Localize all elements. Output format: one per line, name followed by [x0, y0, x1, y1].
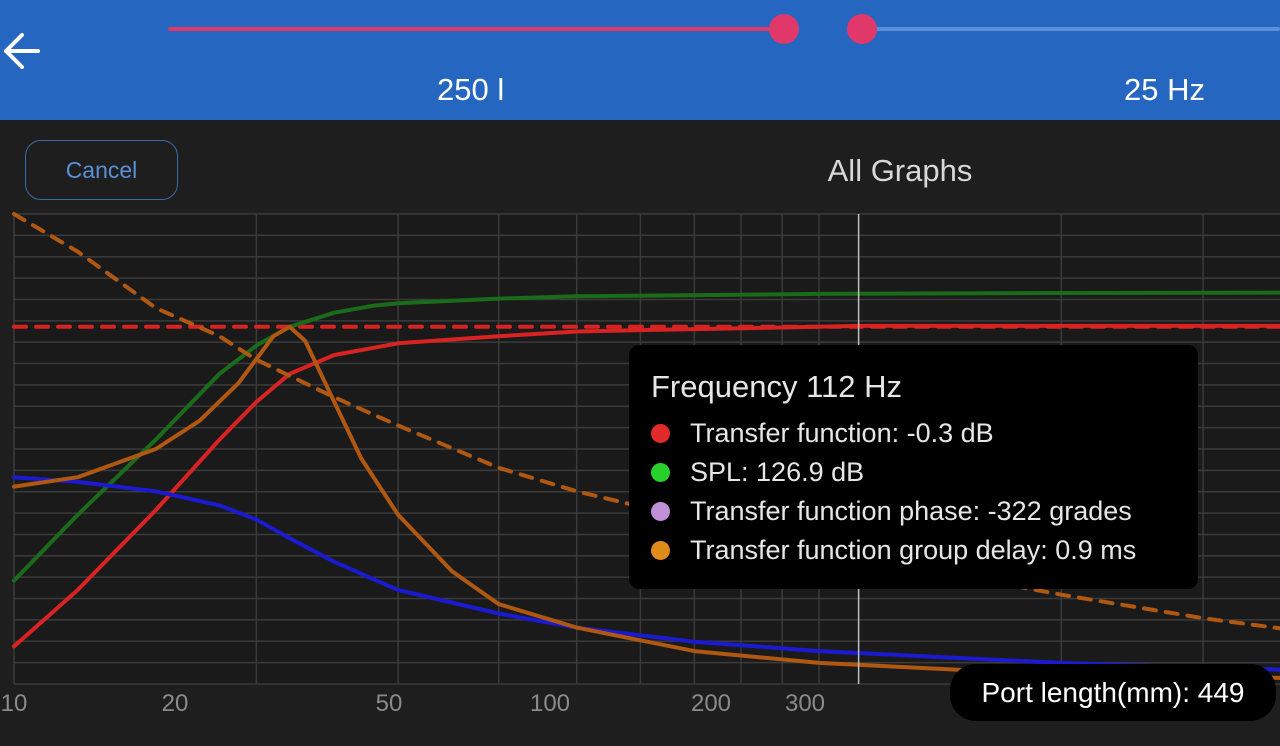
x-tick-label: 10 [0, 690, 28, 717]
frequency-value: 25 Hz [1124, 72, 1205, 107]
x-tick-label: 300 [784, 690, 826, 717]
tooltip-title: Frequency 112 Hz [651, 369, 902, 404]
tooltip-row: SPL: 126.9 dB [651, 453, 1198, 492]
page-title: All Graphs [827, 153, 973, 188]
series-line [12, 212, 1280, 631]
top-bar: 250 l 25 Hz [0, 0, 1280, 120]
tooltip-row: Transfer function phase: -322 grades [651, 492, 1198, 531]
data-tooltip: Frequency 112 Hz Transfer function: -0.3… [629, 345, 1198, 589]
x-tick-label: 20 [161, 690, 189, 717]
x-tick-label: 50 [375, 690, 403, 717]
frequency-slider-track[interactable] [862, 27, 1280, 31]
tooltip-row-label: SPL: 126.9 dB [690, 457, 865, 487]
legend-dot [651, 541, 670, 560]
tooltip-row-label: Transfer function group delay: 0.9 ms [690, 535, 1137, 565]
back-arrow-icon[interactable] [0, 28, 46, 74]
tooltip-row: Transfer function: -0.3 dB [651, 414, 1198, 453]
frequency-slider-thumb[interactable] [847, 14, 877, 44]
tooltip-row-label: Transfer function: -0.3 dB [690, 418, 994, 448]
series-line [12, 323, 1280, 649]
tooltip-row: Transfer function group delay: 0.9 ms [651, 531, 1198, 570]
x-tick-label: 100 [529, 690, 571, 717]
legend-dot [651, 502, 670, 521]
x-tick-label: 200 [690, 690, 732, 717]
legend-dot [651, 463, 670, 482]
legend-dot [651, 424, 670, 443]
tooltip-row-label: Transfer function phase: -322 grades [690, 496, 1132, 526]
volume-slider-thumb[interactable] [769, 14, 799, 44]
volume-value: 250 l [437, 72, 505, 107]
volume-slider-track[interactable] [168, 27, 784, 31]
port-length-badge: Port length(mm): 449 [950, 664, 1276, 721]
series-line [12, 290, 1280, 583]
cancel-button[interactable]: Cancel [25, 140, 178, 200]
